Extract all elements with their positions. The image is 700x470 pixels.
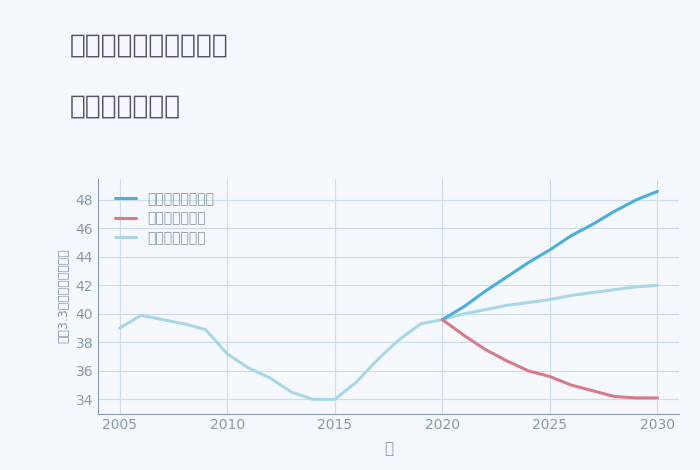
グッドシナリオ xyxy=(632,197,640,203)
Line: ノーマルシナリオ: ノーマルシナリオ xyxy=(120,285,657,400)
ノーマルシナリオ xyxy=(416,321,425,327)
バッドシナリオ xyxy=(610,394,619,399)
ノーマルシナリオ xyxy=(395,337,403,342)
ノーマルシナリオ xyxy=(288,390,296,395)
グッドシナリオ xyxy=(610,209,619,214)
ノーマルシナリオ xyxy=(503,303,511,308)
バッドシナリオ xyxy=(632,395,640,401)
ノーマルシナリオ xyxy=(567,292,575,298)
ノーマルシナリオ xyxy=(330,397,339,402)
Text: 土地の価格推移: 土地の価格推移 xyxy=(70,94,181,120)
バッドシナリオ xyxy=(589,388,597,394)
ノーマルシナリオ xyxy=(180,321,188,327)
グッドシナリオ xyxy=(589,221,597,227)
バッドシナリオ xyxy=(503,358,511,364)
ノーマルシナリオ xyxy=(524,300,533,306)
グッドシナリオ xyxy=(503,274,511,280)
ノーマルシナリオ xyxy=(460,311,468,317)
ノーマルシナリオ xyxy=(438,317,447,322)
バッドシナリオ xyxy=(481,347,489,352)
グッドシナリオ xyxy=(481,288,489,294)
X-axis label: 年: 年 xyxy=(384,441,393,456)
Legend: ノーマルシナリオ, グッドシナリオ, バッドシナリオ: ノーマルシナリオ, グッドシナリオ, バッドシナリオ xyxy=(111,188,218,250)
Y-axis label: 坪（3.3㎡）単価（万円）: 坪（3.3㎡）単価（万円） xyxy=(57,249,70,344)
グッドシナリオ xyxy=(653,188,662,194)
ノーマルシナリオ xyxy=(589,290,597,295)
ノーマルシナリオ xyxy=(244,365,253,371)
ノーマルシナリオ xyxy=(632,284,640,290)
Line: バッドシナリオ: バッドシナリオ xyxy=(442,320,657,398)
バッドシナリオ xyxy=(524,368,533,374)
ノーマルシナリオ xyxy=(116,325,124,331)
バッドシナリオ xyxy=(438,317,447,322)
ノーマルシナリオ xyxy=(653,282,662,288)
ノーマルシナリオ xyxy=(309,397,317,402)
ノーマルシナリオ xyxy=(223,351,231,357)
ノーマルシナリオ xyxy=(136,313,145,318)
Line: グッドシナリオ: グッドシナリオ xyxy=(442,191,657,320)
バッドシナリオ xyxy=(546,374,554,379)
グッドシナリオ xyxy=(546,247,554,253)
ノーマルシナリオ xyxy=(352,379,361,385)
グッドシナリオ xyxy=(460,304,468,310)
ノーマルシナリオ xyxy=(374,357,382,362)
Text: 兵庫県宝塚市口谷東の: 兵庫県宝塚市口谷東の xyxy=(70,33,229,59)
グッドシナリオ xyxy=(438,317,447,322)
ノーマルシナリオ xyxy=(546,297,554,303)
ノーマルシナリオ xyxy=(610,287,619,292)
ノーマルシナリオ xyxy=(158,317,167,322)
ノーマルシナリオ xyxy=(202,327,210,332)
バッドシナリオ xyxy=(653,395,662,401)
ノーマルシナリオ xyxy=(266,375,274,381)
グッドシナリオ xyxy=(567,233,575,238)
ノーマルシナリオ xyxy=(481,307,489,313)
グッドシナリオ xyxy=(524,260,533,266)
バッドシナリオ xyxy=(460,332,468,338)
バッドシナリオ xyxy=(567,382,575,388)
